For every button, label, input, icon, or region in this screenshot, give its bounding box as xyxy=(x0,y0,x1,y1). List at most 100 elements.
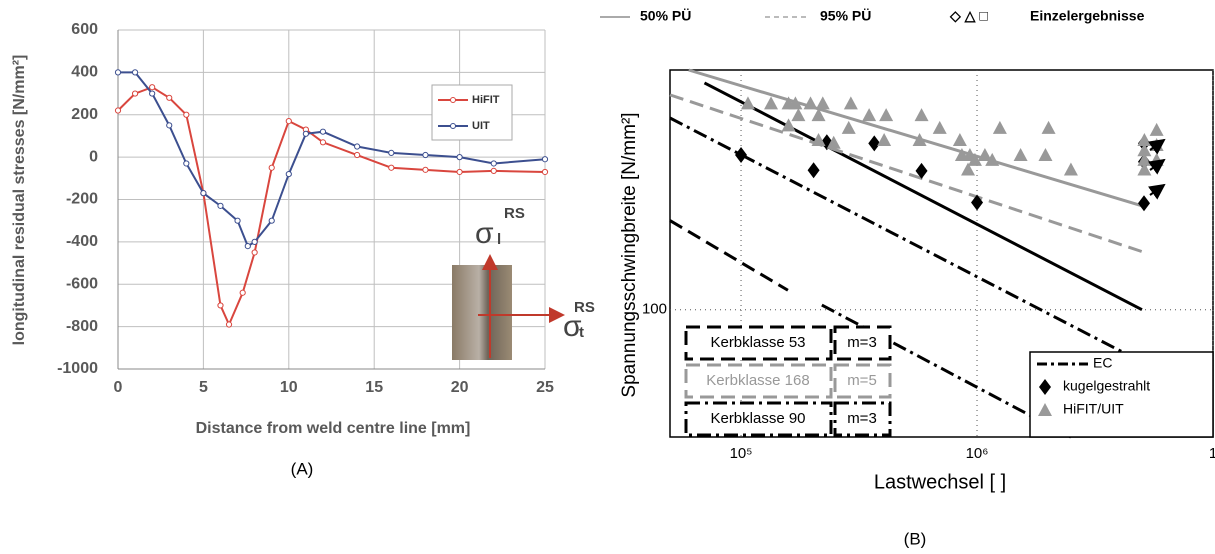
y-tick-label: -600 xyxy=(66,275,98,292)
data-point xyxy=(541,168,549,176)
data-point xyxy=(217,302,224,309)
x-tick-label: 15 xyxy=(365,379,383,396)
data-point xyxy=(490,160,497,167)
data-point xyxy=(354,151,361,159)
table-label: Kerbklasse 168 xyxy=(706,372,809,389)
data-point xyxy=(985,152,1000,166)
data-point xyxy=(225,321,233,328)
annotation: RS xyxy=(504,205,525,222)
x-tick-label: 10⁶ xyxy=(966,445,989,462)
data-point xyxy=(971,194,984,211)
x-axis-label: Lastwechsel [ ] xyxy=(874,471,1006,493)
table-cell xyxy=(684,401,833,437)
data-point xyxy=(992,120,1007,134)
y-tick-label: -800 xyxy=(66,318,98,335)
x-tick-label: 25 xyxy=(536,379,554,396)
data-point xyxy=(131,90,139,97)
legend-label: UIT xyxy=(472,120,490,132)
top-legend-label: 95% PÜ xyxy=(820,8,871,24)
data-point xyxy=(1149,122,1164,136)
data-point xyxy=(244,243,251,250)
inset-photo xyxy=(452,265,512,360)
data-point xyxy=(268,217,275,224)
data-point xyxy=(1137,162,1152,176)
table-cell xyxy=(684,363,833,399)
data-point xyxy=(826,135,841,149)
top-legend-label: Einzelergebnisse xyxy=(1030,8,1145,24)
top-legend-label: ◇ △ □ xyxy=(949,8,988,24)
data-point xyxy=(977,148,992,162)
data-point xyxy=(735,147,748,164)
data-point xyxy=(456,168,463,176)
table-cell xyxy=(833,363,892,399)
x-tick-label: 1 xyxy=(1209,445,1215,462)
data-point xyxy=(862,108,877,122)
plot-area xyxy=(669,69,1214,438)
legend-label: kugelgestrahlt xyxy=(1063,378,1150,394)
data-point xyxy=(166,94,173,101)
data-point xyxy=(422,166,429,173)
data-point xyxy=(932,120,947,134)
legend-label: EC xyxy=(1093,355,1112,371)
data-point xyxy=(912,133,927,147)
table-label: Kerbklasse 53 xyxy=(710,334,805,351)
reference-line xyxy=(703,81,1143,312)
data-point xyxy=(114,107,122,114)
data-point xyxy=(803,96,818,110)
reference-line xyxy=(669,116,1143,364)
legend-box xyxy=(431,84,513,141)
y-tick-label: -200 xyxy=(66,191,98,208)
data-point xyxy=(388,149,395,156)
data-point xyxy=(843,96,858,110)
top-legend-label: 50% PÜ xyxy=(640,8,691,24)
data-point xyxy=(285,170,292,178)
x-tick-label: 20 xyxy=(451,379,469,396)
legend-swatch xyxy=(450,97,456,103)
x-axis-label: Distance from weld centre line [mm] xyxy=(196,420,471,437)
data-point xyxy=(490,167,497,174)
panel-b: 50% PÜ 95% PÜ ◇ △ □ Einzelergebnisse 10⁵ 10⁶ 1… xyxy=(600,8,1215,548)
y-axis-label: Spannungsschwingbreite [N/mm²] xyxy=(619,112,640,397)
data-point xyxy=(422,151,429,159)
annotation: RS xyxy=(574,299,595,316)
data-point xyxy=(114,69,122,76)
data-point xyxy=(183,111,190,118)
annotation: σ xyxy=(563,310,582,343)
panel-a: 0 5 10 15 20 25 -1000 -800 -600 -400 -200 0 200 400 60… xyxy=(11,21,595,478)
data-point xyxy=(1137,133,1152,147)
y-tick-label: 600 xyxy=(71,21,98,38)
data-point xyxy=(868,135,881,152)
legend-box xyxy=(1029,351,1214,438)
caption: (A) xyxy=(291,459,314,478)
data-point xyxy=(788,96,803,110)
data-point xyxy=(456,154,463,161)
data-point xyxy=(841,120,856,134)
data-point xyxy=(811,133,826,147)
table-cell xyxy=(833,401,892,437)
data-point xyxy=(234,217,241,224)
data-point xyxy=(781,118,796,132)
data-point xyxy=(1149,152,1164,166)
arrow xyxy=(1147,183,1166,200)
table-label: Kerbklasse 90 xyxy=(710,410,805,427)
arrow xyxy=(1147,158,1166,175)
data-point xyxy=(131,69,139,76)
arrow xyxy=(1147,138,1166,155)
x-tick-label: 10 xyxy=(280,379,298,396)
table-label: m=3 xyxy=(847,334,877,351)
data-point xyxy=(354,143,361,150)
data-point xyxy=(239,289,246,296)
x-tick-label: 0 xyxy=(114,379,123,396)
data-point xyxy=(319,128,327,135)
table-cell xyxy=(833,325,892,361)
data-point xyxy=(914,108,929,122)
data-point xyxy=(268,164,275,171)
data-point xyxy=(149,90,156,97)
data-point xyxy=(217,202,224,209)
y-tick-label: -400 xyxy=(66,233,98,250)
data-point xyxy=(915,162,928,179)
data-point xyxy=(1137,143,1152,157)
data-point xyxy=(1137,195,1150,212)
annotation: σ xyxy=(475,217,494,250)
